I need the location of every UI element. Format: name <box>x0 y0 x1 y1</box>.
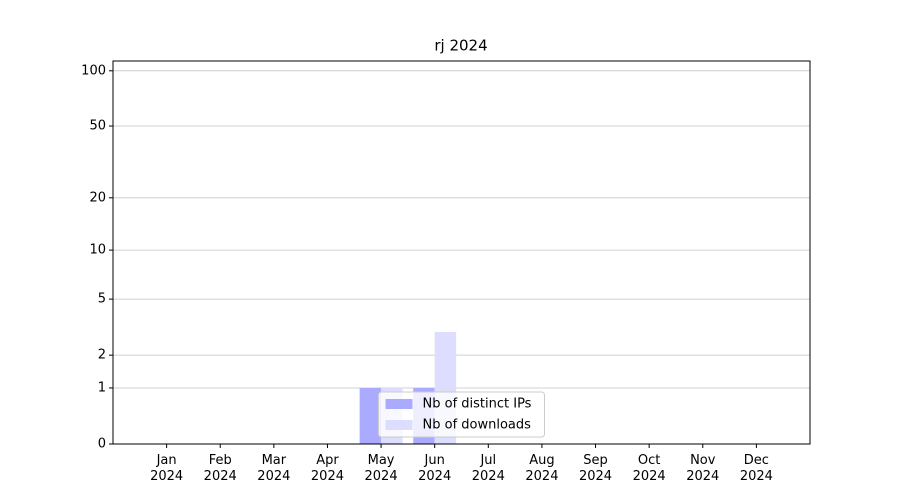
x-tick-label: Jul 2024 <box>471 453 505 484</box>
x-tick-label: May 2024 <box>364 453 398 484</box>
y-tick-label: 20 <box>89 190 106 205</box>
legend-swatch <box>385 420 413 430</box>
x-tick-label: Jun 2024 <box>418 453 452 484</box>
x-tick-label: Jan 2024 <box>150 453 184 484</box>
y-tick-label: 5 <box>98 292 106 307</box>
x-tick-label: Apr 2024 <box>310 453 344 484</box>
legend-box <box>378 391 545 438</box>
bar <box>359 387 382 444</box>
x-tick-label: Mar 2024 <box>257 453 291 484</box>
x-tick-label: Nov 2024 <box>686 453 720 484</box>
y-tick-label: 100 <box>81 63 106 78</box>
x-tick-label: Dec 2024 <box>739 453 773 484</box>
legend: Nb of distinct IPs Nb of downloads <box>378 391 545 438</box>
y-tick-label: 2 <box>98 348 106 363</box>
x-tick-label: Aug 2024 <box>525 453 559 484</box>
chart-title: rj 2024 <box>434 37 487 55</box>
legend-swatch <box>385 399 413 409</box>
y-tick-label: 0 <box>98 437 106 452</box>
y-tick-label: 1 <box>98 380 106 395</box>
x-tick-label: Sep 2024 <box>578 453 613 484</box>
y-tick-label: 50 <box>89 119 106 134</box>
legend-label: Nb of downloads <box>423 418 532 433</box>
y-tick-label: 10 <box>89 243 106 258</box>
legend-label: Nb of distinct IPs <box>423 397 532 412</box>
plot-frame <box>112 60 811 445</box>
x-tick-label: Oct 2024 <box>632 453 666 484</box>
x-tick-label: Feb 2024 <box>203 453 237 484</box>
